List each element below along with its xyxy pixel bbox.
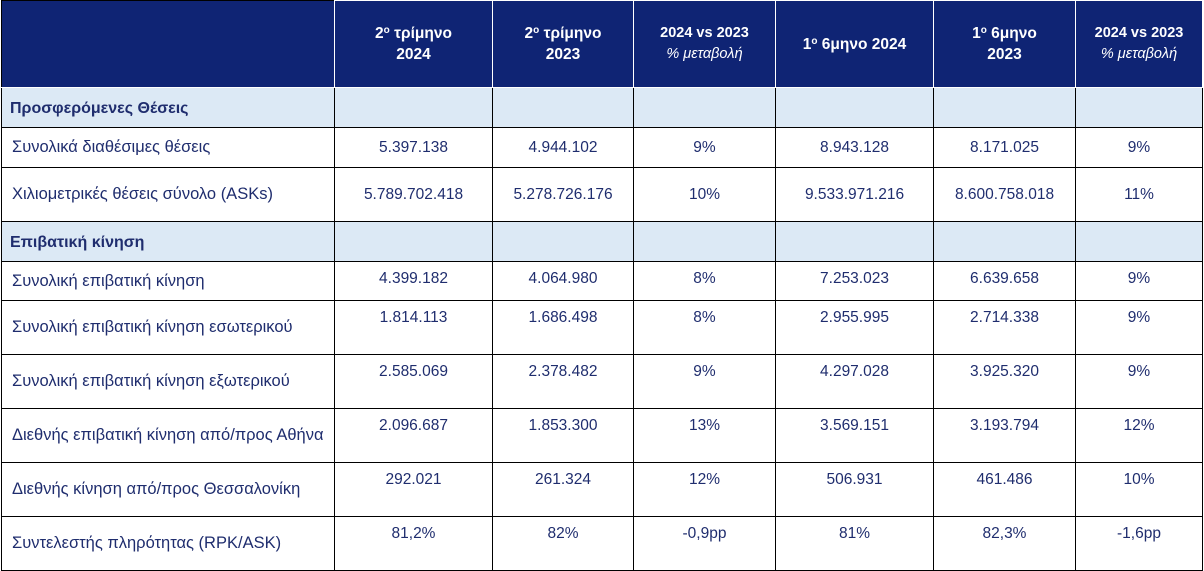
section-cell: [334, 221, 493, 262]
header-q2-2023: 2ο τρίμηνο 2023: [492, 0, 634, 88]
value-cell: 8.943.128: [775, 127, 934, 168]
value-cell: 292.021: [334, 462, 493, 517]
row-label: Συνολική επιβατική κίνηση εσωτερικού: [1, 300, 335, 355]
value-cell: 7.253.023: [775, 261, 934, 301]
section-cell: [334, 87, 493, 128]
table-row: Χιλιομετρικές θέσεις σύνολο (ASKs) 5.789…: [1, 167, 1203, 222]
value-cell: 9%: [633, 127, 776, 168]
value-cell: 3.569.151: [775, 408, 934, 463]
row-label: Χιλιομετρικές θέσεις σύνολο (ASKs): [1, 167, 335, 222]
value-cell: 81%: [775, 516, 934, 571]
value-cell: 1.686.498: [492, 300, 634, 355]
row-label: Συνολικά διαθέσιμες θέσεις: [1, 127, 335, 168]
table-row: Συνολικά διαθέσιμες θέσεις 5.397.138 4.9…: [1, 127, 1203, 168]
value-cell: 2.096.687: [334, 408, 493, 463]
value-cell: 10%: [1075, 462, 1203, 517]
value-cell: 4.399.182: [334, 261, 493, 301]
table-row: Συνολική επιβατική κίνηση εξωτερικού 2.5…: [1, 354, 1203, 409]
section-cell: [775, 221, 934, 262]
header-half-change: 2024 vs 2023 % μεταβολή: [1075, 0, 1203, 88]
value-cell: 82%: [492, 516, 634, 571]
value-cell: 12%: [1075, 408, 1203, 463]
header-quarter-change: 2024 vs 2023 % μεταβολή: [633, 0, 776, 88]
value-cell: 9%: [1075, 354, 1203, 409]
value-cell: 8%: [633, 300, 776, 355]
value-cell: 5.789.702.418: [334, 167, 493, 222]
section-cell: [1075, 221, 1203, 262]
value-cell: -0,9pp: [633, 516, 776, 571]
value-cell: 4.064.980: [492, 261, 634, 301]
header-q2-2024: 2ο τρίμηνο 2024: [334, 0, 493, 88]
value-cell: 9%: [633, 354, 776, 409]
value-cell: 2.714.338: [933, 300, 1076, 355]
section-cell: [492, 87, 634, 128]
row-label: Συνολική επιβατική κίνηση εξωτερικού: [1, 354, 335, 409]
value-cell: 5.397.138: [334, 127, 493, 168]
value-cell: 2.955.995: [775, 300, 934, 355]
value-cell: 9.533.971.216: [775, 167, 934, 222]
section-row: Προσφερόμενες Θέσεις: [1, 87, 1203, 128]
value-cell: 1.853.300: [492, 408, 634, 463]
table-row: Συνολική επιβατική κίνηση 4.399.182 4.06…: [1, 261, 1203, 301]
value-cell: 4.297.028: [775, 354, 934, 409]
header-row: 2ο τρίμηνο 2024 2ο τρίμηνο 2023 2024 vs …: [1, 0, 1203, 88]
value-cell: 8.171.025: [933, 127, 1076, 168]
section-cell: [1075, 87, 1203, 128]
value-cell: 8.600.758.018: [933, 167, 1076, 222]
header-h1-2023: 1ο 6μηνο 2023: [933, 0, 1076, 88]
table-row: Συντελεστής πληρότητας (RPK/ASK) 81,2% 8…: [1, 516, 1203, 571]
value-cell: 2.585.069: [334, 354, 493, 409]
header-corner-cell: [1, 0, 335, 88]
section-row: Επιβατική κίνηση: [1, 221, 1203, 262]
section-title: Προσφερόμενες Θέσεις: [1, 87, 335, 128]
value-cell: 82,3%: [933, 516, 1076, 571]
table-row: Διεθνής επιβατική κίνηση από/προς Αθήνα …: [1, 408, 1203, 463]
row-label: Συνολική επιβατική κίνηση: [1, 261, 335, 301]
value-cell: 261.324: [492, 462, 634, 517]
value-cell: 81,2%: [334, 516, 493, 571]
value-cell: 1.814.113: [334, 300, 493, 355]
value-cell: 12%: [633, 462, 776, 517]
value-cell: 461.486: [933, 462, 1076, 517]
value-cell: 3.193.794: [933, 408, 1076, 463]
header-h1-2024: 1ο 6μηνο 2024: [775, 0, 934, 88]
row-label: Συντελεστής πληρότητας (RPK/ASK): [1, 516, 335, 571]
section-cell: [633, 221, 776, 262]
section-cell: [775, 87, 934, 128]
value-cell: 10%: [633, 167, 776, 222]
value-cell: 9%: [1075, 300, 1203, 355]
value-cell: 6.639.658: [933, 261, 1076, 301]
section-cell: [633, 87, 776, 128]
row-label: Διεθνής επιβατική κίνηση από/προς Αθήνα: [1, 408, 335, 463]
value-cell: 9%: [1075, 261, 1203, 301]
section-cell: [492, 221, 634, 262]
value-cell: 506.931: [775, 462, 934, 517]
section-cell: [933, 221, 1076, 262]
section-title: Επιβατική κίνηση: [1, 221, 335, 262]
table-row: Συνολική επιβατική κίνηση εσωτερικού 1.8…: [1, 300, 1203, 355]
section-cell: [933, 87, 1076, 128]
value-cell: 2.378.482: [492, 354, 634, 409]
value-cell: 8%: [633, 261, 776, 301]
value-cell: 5.278.726.176: [492, 167, 634, 222]
value-cell: 9%: [1075, 127, 1203, 168]
value-cell: -1,6pp: [1075, 516, 1203, 571]
value-cell: 4.944.102: [492, 127, 634, 168]
row-label: Διεθνής κίνηση από/προς Θεσσαλονίκη: [1, 462, 335, 517]
value-cell: 3.925.320: [933, 354, 1076, 409]
value-cell: 13%: [633, 408, 776, 463]
value-cell: 11%: [1075, 167, 1203, 222]
table-row: Διεθνής κίνηση από/προς Θεσσαλονίκη 292.…: [1, 462, 1203, 517]
